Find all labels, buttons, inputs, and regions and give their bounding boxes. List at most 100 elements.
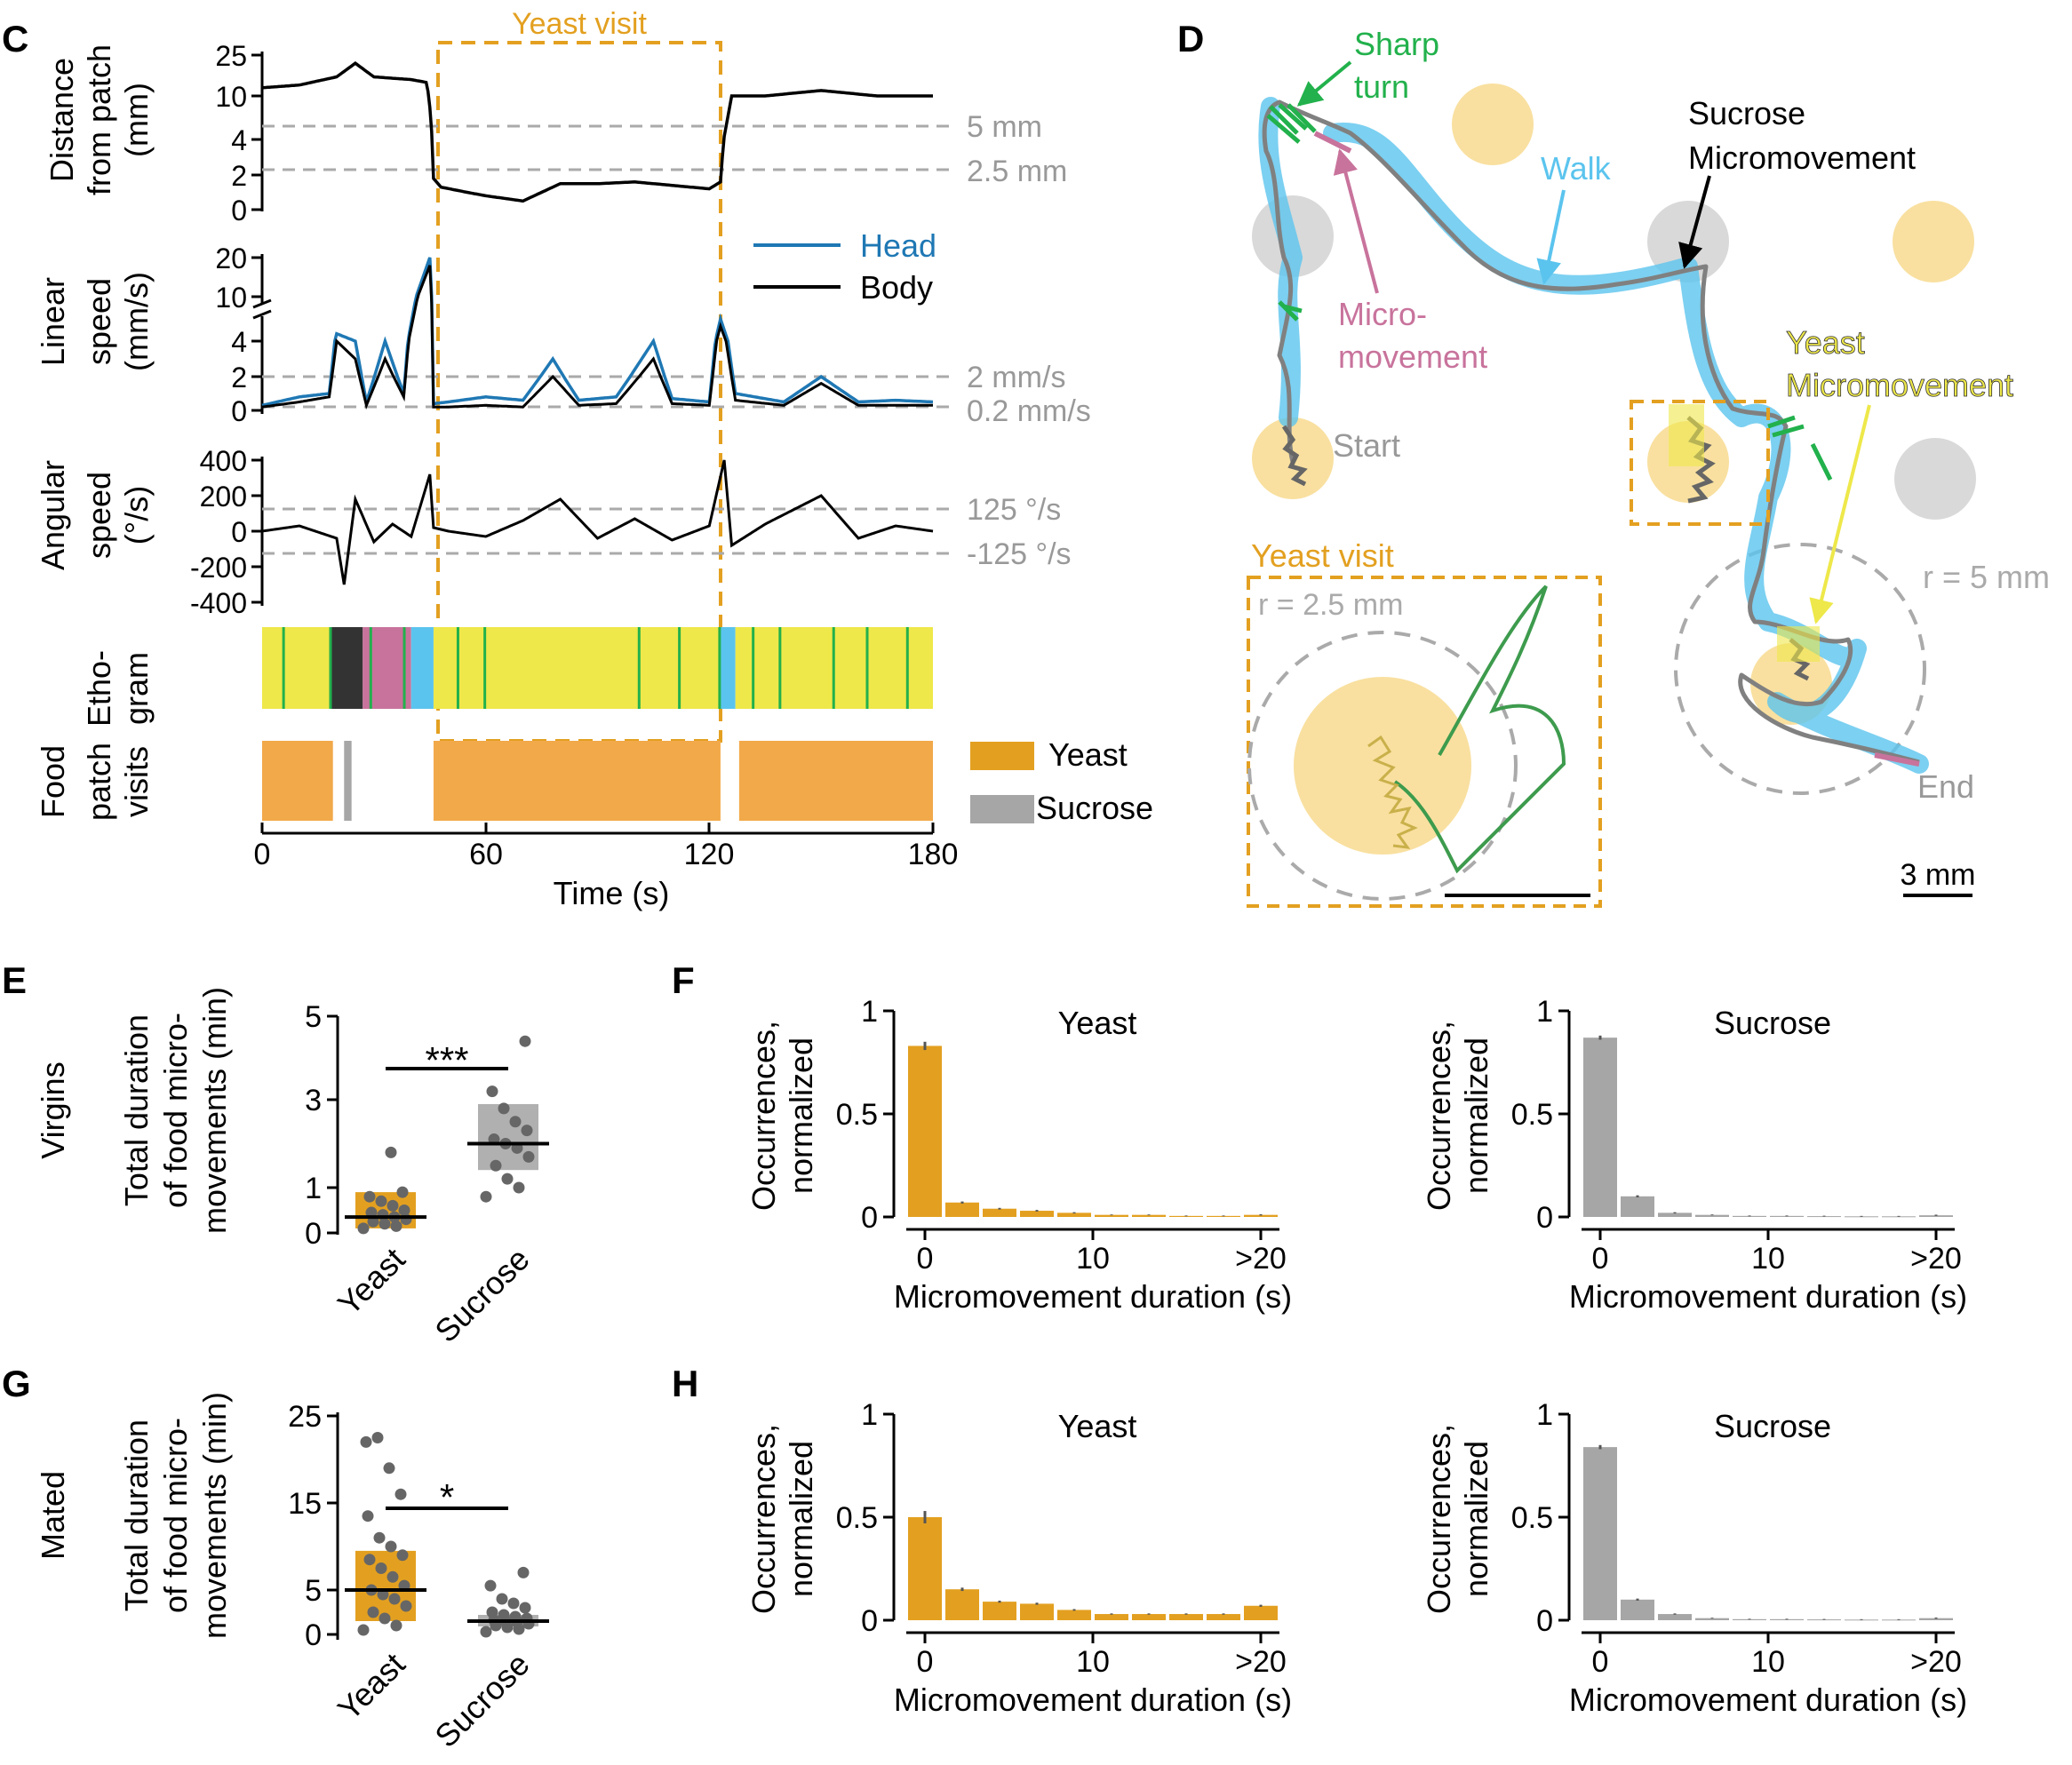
hist-bar — [1845, 1216, 1878, 1218]
start-micromovement-scribble — [1281, 425, 1308, 487]
linear-tick-label-10: 10 — [215, 282, 247, 314]
histogram-f-yeast: Occurrences, normalized 1 0.5 0 0 10 >20Micromo… — [745, 995, 1292, 1315]
hist-x-tick-label: >20 — [1910, 1242, 1962, 1276]
hist-bar — [1020, 1603, 1054, 1620]
yeast-micromovement-patch-end — [1777, 626, 1820, 662]
time-tick-label-120: 120 — [684, 838, 735, 871]
hist-title: Yeast — [1058, 1408, 1137, 1444]
ethogram-sharp-turn-mark — [865, 627, 869, 709]
data-point — [388, 1593, 401, 1605]
yeast-visit-inset: Yeast visit r = 2.5 mm — [1247, 537, 1602, 908]
hist-y-tick-label: 0 — [861, 1201, 878, 1235]
angular-line — [261, 459, 934, 585]
angular-tick-label-neg200: -200 — [190, 552, 247, 584]
ethogram-sharp-turn-mark — [456, 627, 459, 709]
hist-y-tick-label: 0.5 — [1511, 1098, 1553, 1132]
row-label-virgins: Virgins — [35, 1061, 71, 1158]
hist-x-label: Micromovement duration (s) — [1569, 1682, 1967, 1718]
annot-micro-2: movement — [1338, 338, 1487, 375]
linear-head-line — [261, 257, 934, 408]
data-point — [522, 1150, 535, 1163]
dot-y-tick-label: 15 — [288, 1487, 322, 1521]
data-point — [396, 1549, 409, 1562]
time-axis-label: Time (s) — [554, 875, 670, 911]
data-point — [390, 1220, 402, 1232]
g-ylabel-2: of food micro- — [157, 1418, 194, 1613]
hist-bar — [1057, 1610, 1091, 1620]
dot-y-tick-label: 25 — [288, 1400, 322, 1434]
data-point — [480, 1190, 492, 1203]
distance-ylabel-1: Distance — [44, 58, 80, 182]
annot-sharp-turn-2: turn — [1354, 68, 1409, 105]
hist-y-tick-label: 0 — [861, 1604, 878, 1638]
ethogram-sharp-turn-mark — [905, 627, 909, 709]
data-point — [363, 1554, 376, 1566]
panel-d: D Sharp turn Walk Sucrose — [1177, 18, 2050, 908]
hist-bar — [1095, 1214, 1128, 1217]
ethogram-sharp-turn-mark — [637, 627, 641, 709]
hist-y-tick-label: 1 — [1536, 1398, 1553, 1432]
data-point — [385, 1540, 397, 1553]
inset-walk-path — [1393, 584, 1566, 874]
hist-bar — [1770, 1618, 1804, 1620]
hist-bar — [908, 1517, 942, 1620]
hist-x-label: Micromovement duration (s) — [894, 1278, 1292, 1315]
hist-title: Sucrose — [1714, 1408, 1831, 1444]
hist-bar — [1770, 1215, 1804, 1217]
data-point — [513, 1181, 525, 1194]
ethogram-sharp-turn-mark — [752, 627, 755, 709]
data-point — [357, 1624, 370, 1636]
ethogram-sharp-turn-mark — [718, 627, 721, 709]
hist-bar — [1132, 1214, 1166, 1217]
data-point — [486, 1606, 498, 1618]
dot-y-tick-label: 1 — [305, 1172, 322, 1205]
annot-sucrose-mm-2: Micromovement — [1688, 139, 1916, 176]
food-bars — [262, 741, 933, 821]
distance-tick-label-2: 2 — [231, 160, 247, 192]
arrow-yeast-mm — [1809, 404, 1871, 624]
histogram-h-sucrose: Occurrences, normalized 1 0.5 0 0 10 >20Micromo… — [1421, 1398, 1967, 1718]
hist-x-tick-label: 0 — [1592, 1645, 1609, 1679]
data-point — [379, 1612, 391, 1625]
ethogram-sharp-turn-mark — [369, 627, 372, 709]
linear-tick-label-20: 20 — [215, 242, 247, 274]
linear-ylabel-1: Linear — [35, 277, 71, 366]
hist-x-tick-label: >20 — [1235, 1242, 1287, 1276]
micromovement-marks — [1313, 131, 1920, 767]
data-point — [375, 1562, 387, 1574]
data-point — [360, 1435, 372, 1448]
arrow-sucrose-mm — [1678, 175, 1711, 269]
data-point — [519, 1602, 531, 1614]
hist-bar — [1882, 1216, 1916, 1218]
arrow-micromovement — [1333, 148, 1379, 294]
inset-r25-label: r = 2.5 mm — [1258, 588, 1403, 622]
linear-ylabel-2: speed — [81, 278, 117, 365]
ethogram-sharp-turn-mark — [402, 627, 406, 709]
food-ylabel-2: patch — [81, 743, 117, 821]
data-point — [486, 1085, 498, 1098]
hist-bar — [1919, 1215, 1953, 1217]
histogram-f-sucrose: Occurrences, normalized 1 0.5 0 0 10 >20Micromo… — [1421, 995, 1967, 1315]
linear-tick-label-2: 2 — [231, 362, 247, 394]
linear-ref-0.2-label: 0.2 mm/s — [967, 394, 1091, 428]
data-point — [362, 1510, 374, 1523]
hist-x-label: Micromovement duration (s) — [894, 1682, 1292, 1718]
yeast-visit-label: Yeast visit — [512, 7, 647, 41]
hist-bar — [1207, 1614, 1240, 1620]
hist-bar — [1057, 1212, 1091, 1217]
legend-head-label: Head — [860, 227, 936, 264]
data-point — [501, 1173, 514, 1185]
panel-label-f: F — [672, 959, 695, 1001]
map-yeast-visit-box — [1630, 400, 1770, 526]
hist-bar — [908, 1045, 942, 1217]
annot-end: End — [1917, 768, 1974, 805]
linear-ylabel-3: (mm/s) — [118, 272, 155, 371]
row-label-mated: Mated — [35, 1471, 71, 1560]
ethogram-segment — [262, 627, 330, 709]
e-sig-label: *** — [425, 1039, 468, 1081]
e-ylabel-1: Total duration — [118, 1014, 155, 1206]
ethogram-segment — [410, 627, 434, 709]
ethogram-subplot: Etho- gram — [81, 627, 933, 727]
yeast-micromovement-patch-visit — [1669, 404, 1704, 466]
